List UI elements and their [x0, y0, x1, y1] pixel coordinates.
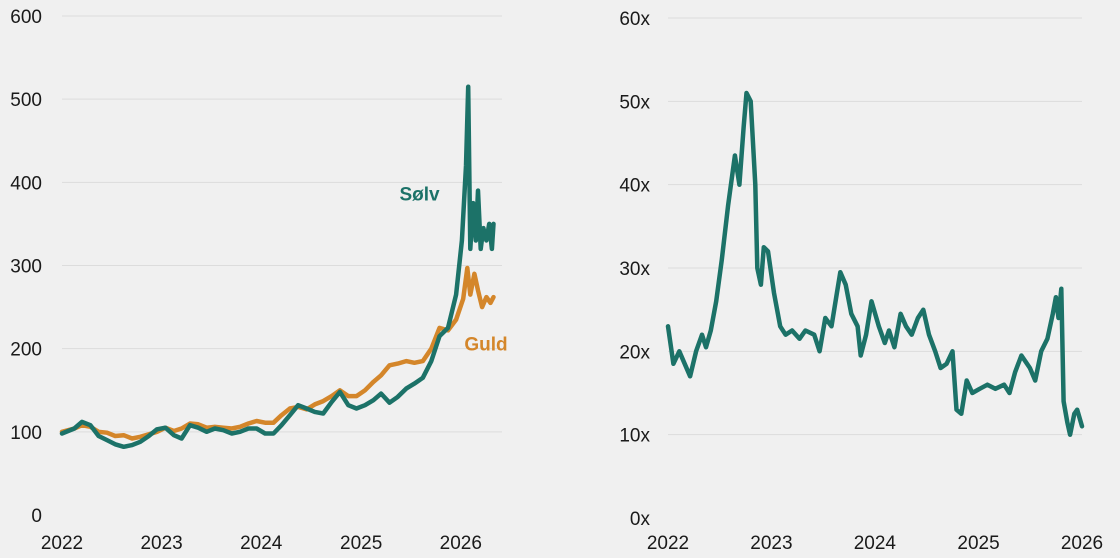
y-tick-label: 50x: [619, 92, 650, 113]
series-line: [665, 90, 1085, 437]
x-tick-label: 2025: [340, 533, 382, 554]
y-tick-label: 300: [10, 257, 42, 278]
y-tick-label: 100: [10, 423, 42, 444]
price-index-chart: 0 100 200 300 400 500 600 2022 2023 2024 2025 2026 G…: [10, 7, 507, 554]
y-tick-label: 10x: [619, 426, 650, 447]
y-tick-label: 0x: [630, 509, 651, 530]
x-tick-label: 2025: [957, 533, 999, 554]
ratio-chart: 0x 10x 20x 30x 40x 50x 60x 2022 2023 2024 2025 2026: [619, 9, 1103, 554]
x-tick-label: 2024: [854, 533, 897, 554]
y-tick-label: 30x: [619, 259, 650, 280]
x-tick-label: 2023: [140, 533, 182, 554]
y-tick-label: 500: [10, 90, 42, 111]
series-line-guld: [59, 265, 496, 441]
x-tick-label: 2023: [750, 533, 792, 554]
y-tick-label: 40x: [619, 176, 650, 197]
y-tick-label: 200: [10, 340, 42, 361]
y-tick-label: 0: [31, 506, 42, 527]
series-label: Guld: [464, 334, 507, 355]
y-tick-label: 60x: [619, 9, 650, 30]
x-tick-label: 2022: [647, 533, 689, 554]
x-tick-label: 2026: [1061, 533, 1103, 554]
x-tick-label: 2024: [240, 533, 283, 554]
x-tick-label: 2022: [41, 533, 83, 554]
y-tick-label: 600: [10, 7, 42, 28]
series-line-sølv: [59, 84, 496, 450]
x-tick-label: 2026: [440, 533, 482, 554]
series-label: Sølv: [399, 185, 440, 206]
y-tick-label: 400: [10, 173, 42, 194]
y-tick-label: 20x: [619, 342, 650, 363]
